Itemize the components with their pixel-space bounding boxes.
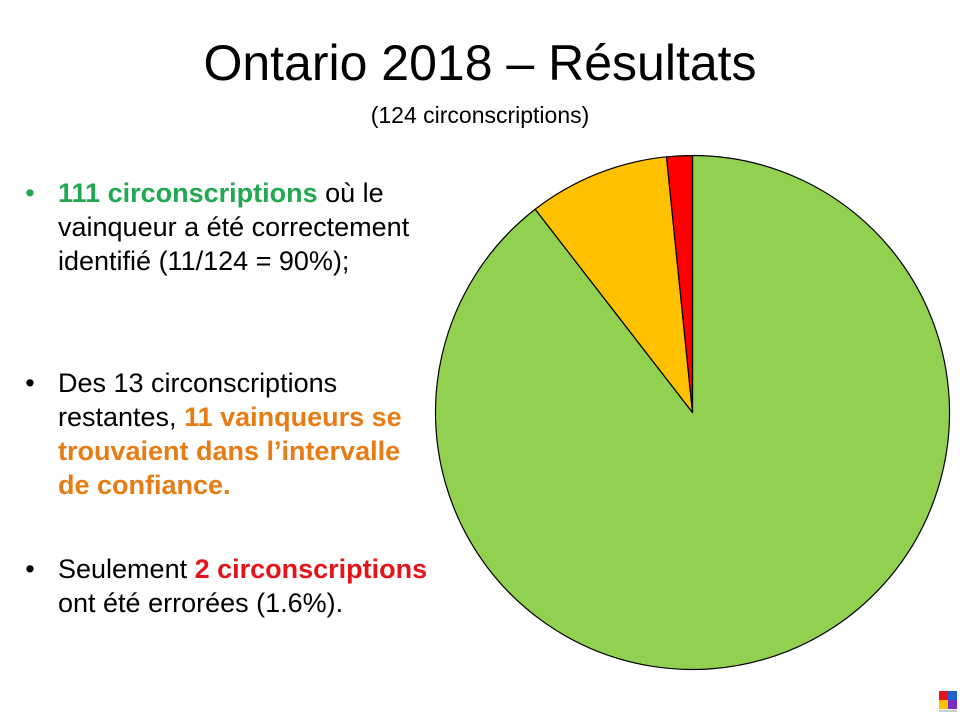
bullet-text-before: Seulement [58, 554, 195, 584]
bullet-highlight-orange: 11 vainqueurs se trouvaient dans l’inter… [58, 402, 402, 500]
bullet-marker: • [25, 368, 35, 398]
bullet-text-after: ont été errorées (1.6%). [58, 588, 344, 618]
bullet-text-after: où le vainqueur a été correctement ident… [58, 178, 410, 276]
slide-title: Ontario 2018 – Résultats [203, 35, 757, 91]
slide-subtitle: (124 circonscriptions) [370, 102, 590, 128]
bullet-text: 111 circonscriptions où le vainqueur a é… [58, 176, 438, 278]
bullet-text: Seulement 2 circonscriptions ont été err… [58, 552, 438, 620]
bullet-marker: • [25, 554, 35, 584]
pie-slice-1 [534, 156, 694, 414]
colored-squares-logo [939, 691, 957, 712]
bullet-highlight-green: 111 circonscriptions [58, 178, 318, 208]
bullet-highlight-red: 2 circonscriptions [194, 554, 428, 584]
pie-chart [434, 154, 951, 671]
bullet-text: Des 13 circonscriptions restantes, 11 va… [58, 366, 438, 502]
bullet-marker: • [25, 178, 35, 208]
bullet-text-before: Des 13 circonscriptions restantes, [58, 368, 338, 432]
pie-slice-2 [665, 154, 694, 414]
